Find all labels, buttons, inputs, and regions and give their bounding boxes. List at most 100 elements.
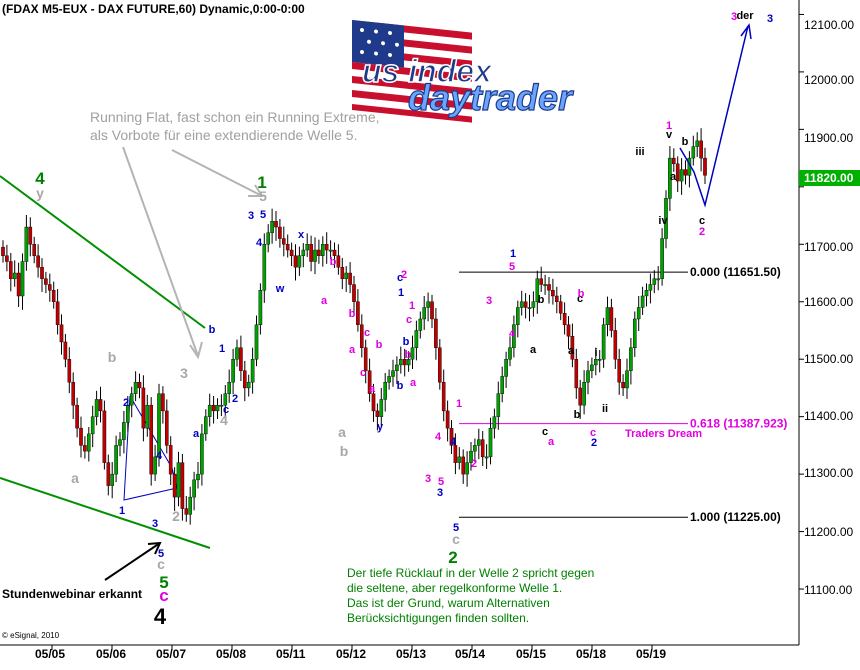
candle-body: [168, 445, 173, 475]
candle-body: [55, 301, 60, 325]
candle-body: [613, 330, 618, 360]
candle: [395, 356, 399, 384]
wave-label: y: [377, 421, 384, 433]
us-index-daytrader-logo: us index daytrader: [352, 19, 575, 123]
wave-label: b: [405, 349, 412, 361]
candle: [102, 400, 107, 470]
wave-label: c: [590, 427, 596, 439]
candle-body: [551, 290, 555, 297]
candle-body: [8, 261, 13, 279]
candle: [20, 253, 25, 310]
candle: [40, 258, 44, 292]
candle-body: [28, 226, 33, 245]
candle: [484, 444, 489, 469]
candle: [555, 286, 559, 314]
candle-body: [172, 473, 177, 498]
projection-path: [679, 25, 749, 208]
wave-label: a: [338, 424, 346, 440]
candle: [679, 158, 684, 195]
candle: [363, 339, 368, 384]
wave-label: a: [349, 344, 356, 356]
candle: [543, 274, 547, 295]
candle-body: [207, 404, 212, 417]
candle-body: [110, 473, 114, 486]
candle: [352, 275, 356, 314]
candle: [51, 281, 56, 309]
candle-body: [484, 456, 489, 459]
wave-label: c: [577, 293, 583, 305]
candle: [231, 348, 235, 395]
candle-body: [301, 249, 306, 256]
candle: [539, 266, 543, 292]
wave-label: b: [340, 443, 349, 459]
candle: [289, 242, 294, 267]
lower-trendline: [0, 477, 211, 549]
candle-body: [48, 284, 52, 291]
candle-body: [274, 221, 278, 228]
candle: [223, 385, 228, 419]
candle: [129, 386, 134, 418]
wave-label: 5: [159, 573, 168, 592]
wave-label: a: [568, 345, 575, 357]
candle: [609, 298, 614, 338]
candle: [8, 252, 13, 292]
wave-label: iii: [635, 146, 644, 158]
candle-body: [508, 347, 512, 360]
candle: [414, 320, 419, 361]
wave-label: b: [209, 324, 216, 336]
candle: [297, 246, 302, 276]
candle: [695, 132, 699, 157]
candle-body: [133, 381, 138, 394]
candle-body: [652, 278, 657, 285]
candle: [445, 400, 450, 442]
candle: [161, 386, 165, 424]
wave-label: 2: [232, 393, 238, 405]
candle-body: [321, 244, 325, 256]
wave-label: w: [275, 283, 285, 295]
candle-body: [250, 359, 255, 383]
wave-label: 1: [119, 505, 125, 517]
candle: [675, 156, 680, 192]
candle: [496, 381, 501, 430]
wave-label: y: [36, 185, 44, 201]
candle-body: [71, 381, 75, 406]
x-tick-label: 05/18: [576, 647, 606, 661]
candle: [59, 314, 64, 355]
candle-body: [535, 278, 540, 302]
candle-body: [297, 255, 302, 268]
annotation-stundenwebinar: Stundenwebinar erkannt: [2, 587, 142, 601]
candle-body: [469, 450, 473, 463]
candle: [636, 295, 641, 332]
wave-label: 1: [409, 300, 415, 312]
candle: [180, 454, 185, 521]
candle: [590, 357, 594, 379]
candle: [235, 339, 239, 367]
candle-body: [558, 301, 563, 314]
candle-body: [562, 313, 567, 325]
candle-body: [79, 427, 83, 446]
candle: [278, 218, 282, 248]
wave-label: 4: [435, 431, 442, 443]
candle: [164, 399, 169, 454]
candle: [434, 308, 438, 360]
candle: [262, 233, 267, 303]
wave-label: b: [376, 339, 383, 351]
candle: [24, 214, 29, 271]
candle-body: [285, 244, 290, 251]
candle-body: [426, 301, 430, 308]
projection-arrowhead: [740, 23, 752, 40]
candle-body: [352, 284, 356, 302]
candle-body: [254, 324, 259, 360]
candle-body: [399, 359, 403, 366]
candle: [605, 296, 610, 337]
candle: [125, 395, 130, 432]
candle-body: [324, 244, 329, 251]
candle: [55, 289, 60, 335]
candle-body: [40, 267, 44, 279]
wave-label: b: [349, 308, 356, 320]
candle: [449, 420, 454, 455]
candle: [196, 462, 200, 489]
candle-body: [410, 347, 415, 360]
candle: [239, 335, 243, 382]
candle: [215, 398, 220, 419]
